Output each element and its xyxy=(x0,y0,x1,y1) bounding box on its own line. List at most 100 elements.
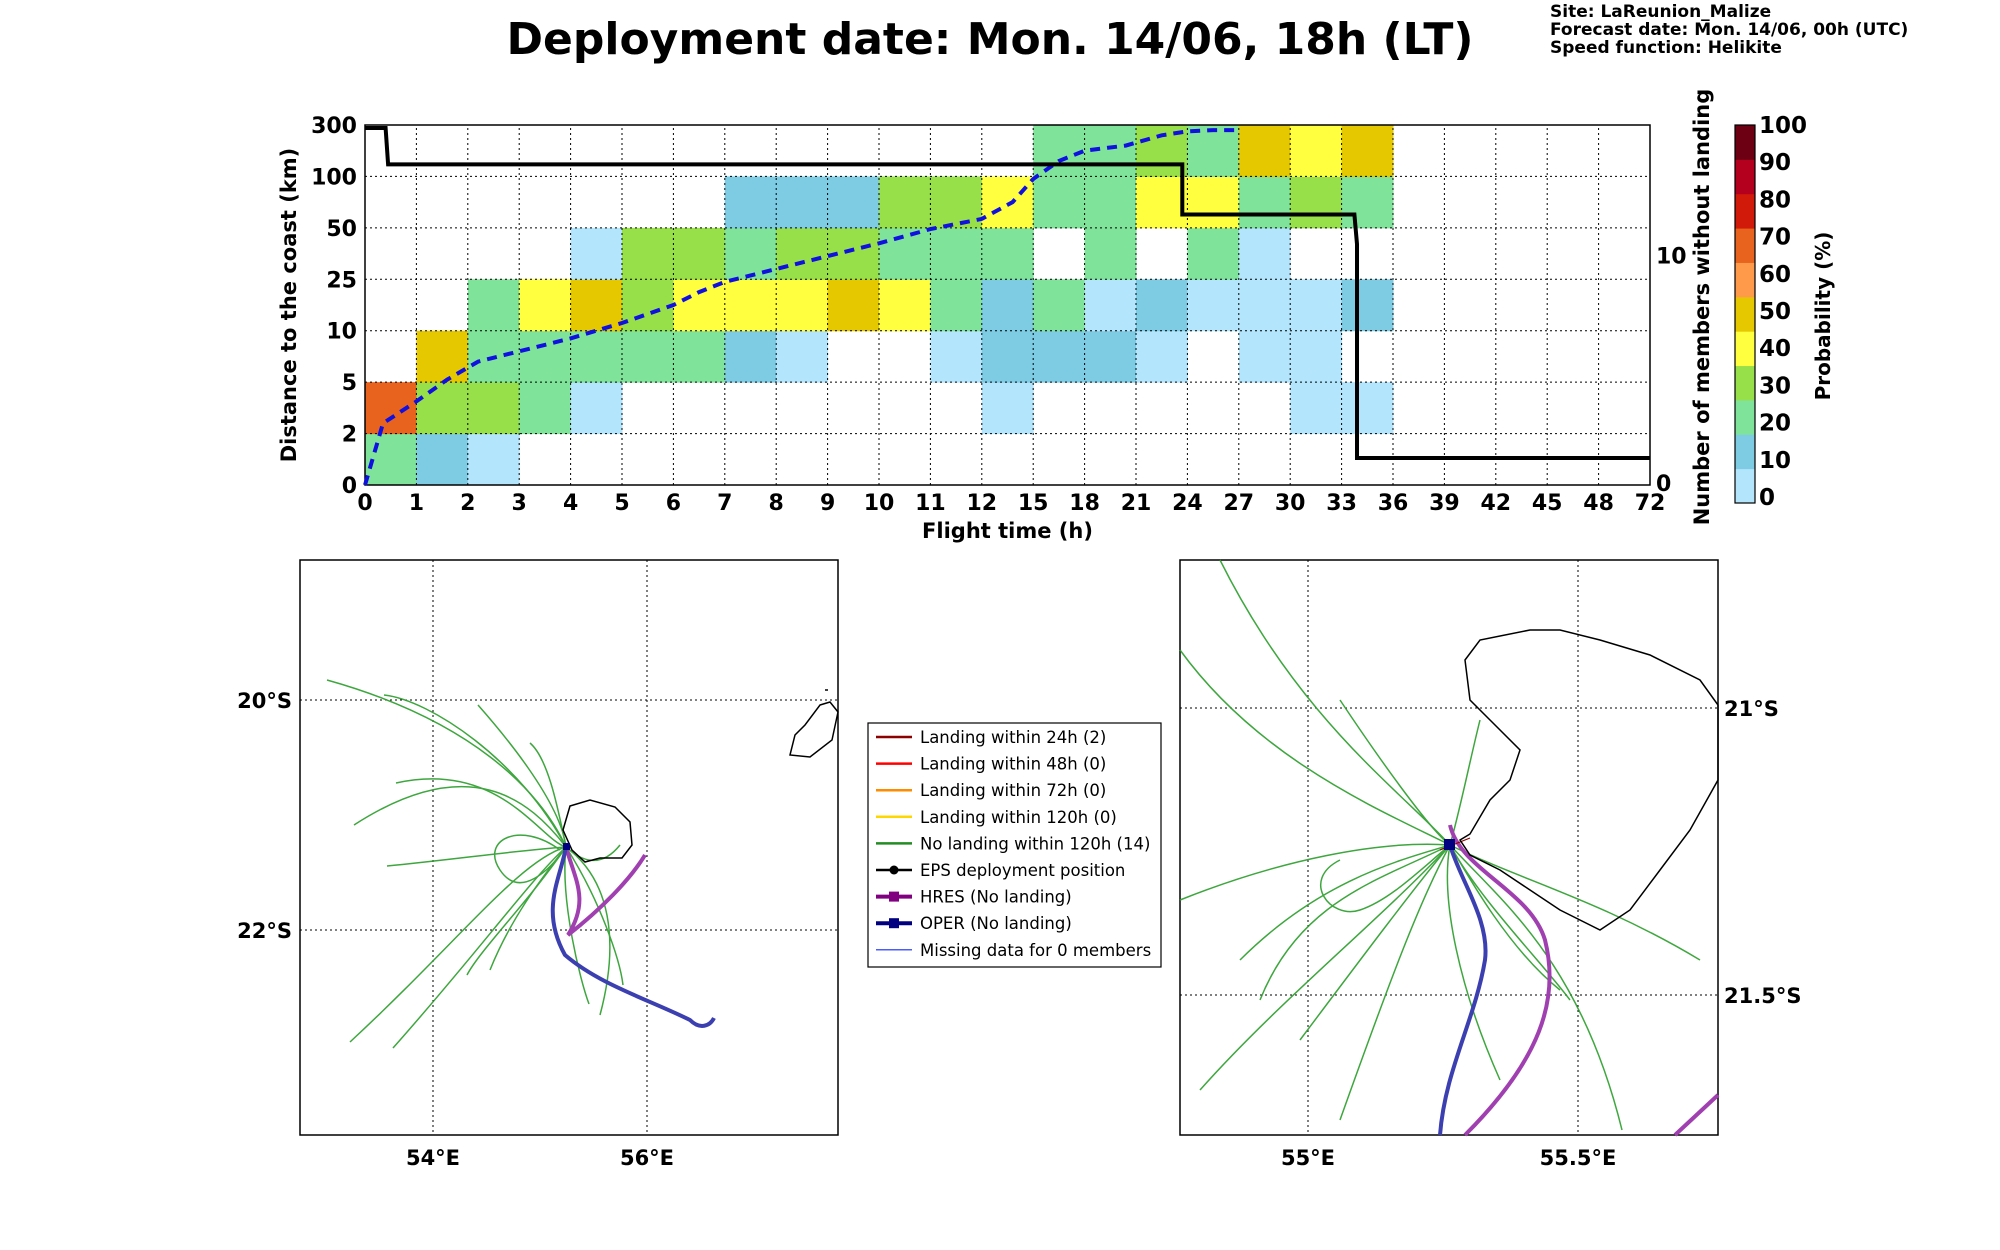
colorbar-tick-label: 70 xyxy=(1759,225,1791,251)
colorbar-segment xyxy=(1735,468,1755,504)
left-trajectory-map: 54°E 56°E 20°S 22°S xyxy=(237,559,839,1170)
heatmap-cell xyxy=(1238,330,1291,383)
legend-label: Missing data for 0 members xyxy=(920,941,1151,960)
heatmap-cell xyxy=(1341,382,1394,435)
x-tick-label: 18 xyxy=(1069,491,1100,516)
colorbar-segment xyxy=(1735,125,1755,160)
colorbar-segment xyxy=(1735,262,1755,298)
colorbar-tick-label: 60 xyxy=(1759,262,1791,288)
heatmap-cell xyxy=(1238,227,1291,280)
speed-function-label: Speed function: Helikite xyxy=(1550,38,1782,58)
x-tick-label: 45 xyxy=(1532,491,1563,516)
x-tick-label: 3 xyxy=(512,491,527,516)
x-tick-label: 36 xyxy=(1378,491,1409,516)
legend-label: Landing within 120h (0) xyxy=(920,808,1117,827)
heatmap-cell xyxy=(673,227,726,280)
latitude-label: 21.5°S xyxy=(1724,984,1801,1008)
colorbar-tick-label: 100 xyxy=(1759,113,1807,139)
legend-label: EPS deployment position xyxy=(920,861,1125,880)
legend-box xyxy=(867,722,1162,968)
heatmap-cell xyxy=(1290,125,1343,177)
heatmap-cell xyxy=(981,382,1034,435)
heatmap-cell xyxy=(622,279,674,332)
heatmap-cell xyxy=(467,279,520,332)
heatmap-cell xyxy=(1187,176,1240,229)
heatmap-cell xyxy=(673,279,726,332)
heatmap-cell xyxy=(930,330,983,383)
heatmap-cell xyxy=(1187,125,1240,177)
heatmap-cell xyxy=(1084,176,1137,229)
right-trajectory-map: 55°E 55.5°E 21°S 21.5°S xyxy=(1179,559,1801,1170)
members-without-landing-line xyxy=(365,126,1650,460)
legend-marker xyxy=(889,891,899,902)
heatmap-cell xyxy=(1238,176,1291,229)
x-tick-label: 39 xyxy=(1429,491,1460,516)
heatmap-cell xyxy=(879,176,931,229)
heatmap-cell xyxy=(416,330,469,383)
x-tick-label: 10 xyxy=(864,491,895,516)
y-tick-label: 50 xyxy=(326,217,357,242)
colorbar-tick-label: 40 xyxy=(1759,336,1791,362)
heatmap-cell xyxy=(1033,330,1086,383)
x-tick-label: 72 xyxy=(1635,491,1666,516)
heatmap-cell xyxy=(1290,382,1343,435)
heatmap-cell xyxy=(1136,176,1188,229)
y2-tick-label: 0 xyxy=(1656,472,1671,497)
heatmap-cell xyxy=(776,279,829,332)
x-tick-label: 1 xyxy=(409,491,424,516)
heatmap-cell xyxy=(416,433,469,486)
heatmap-cell xyxy=(776,227,829,280)
heatmap-cell xyxy=(519,330,572,383)
heatmap-cell xyxy=(724,176,777,229)
y-tick-label: 2 xyxy=(342,423,357,448)
page-title: Deployment date: Mon. 14/06, 18h (LT) xyxy=(506,14,1474,65)
x-tick-label: 12 xyxy=(966,491,997,516)
colorbar-segment xyxy=(1735,159,1755,195)
heatmap-cell xyxy=(724,330,777,383)
x-tick-label: 24 xyxy=(1172,491,1203,516)
x-tick-label: 2 xyxy=(460,491,475,516)
heatmap-cell xyxy=(1084,227,1137,280)
heatmap-cell xyxy=(1290,279,1343,332)
x-tick-label: 33 xyxy=(1326,491,1357,516)
heatmap-cell xyxy=(1084,279,1137,332)
x-tick-label: 9 xyxy=(820,491,835,516)
x-tick-label: 15 xyxy=(1018,491,1049,516)
heatmap-cell xyxy=(1290,176,1343,229)
heatmap-cell xyxy=(1033,176,1086,229)
heatmap-cell xyxy=(1136,279,1188,332)
heatmap-cell xyxy=(827,176,880,229)
y-tick-label: 100 xyxy=(311,165,357,190)
legend-label: HRES (No landing) xyxy=(920,888,1072,907)
colorbar-segment xyxy=(1735,193,1755,229)
colorbar-segment xyxy=(1735,228,1755,263)
median-distance-line xyxy=(363,128,1239,486)
x-tick-label: 5 xyxy=(614,491,629,516)
trajectory-legend: Landing within 24h (2) Landing within 48h… xyxy=(867,722,1162,968)
heatmap-cell xyxy=(467,433,520,486)
x-tick-label: 7 xyxy=(717,491,732,516)
heatmap-cell xyxy=(879,227,931,280)
colorbar-tick-label: 30 xyxy=(1759,373,1791,399)
colorbar-label: Probability (%) xyxy=(1811,232,1835,401)
heatmap-cell xyxy=(519,279,572,332)
heatmap-cell xyxy=(930,176,983,229)
heatmap-cell xyxy=(930,279,983,332)
heatmap-cell xyxy=(981,227,1034,280)
colorbar-tick-label: 90 xyxy=(1759,150,1791,176)
heatmap-cell xyxy=(519,382,572,435)
heatmap-cell xyxy=(1033,279,1086,332)
heatmap-cell xyxy=(467,382,520,435)
y-tick-label: 25 xyxy=(326,268,357,293)
latitude-label: 21°S xyxy=(1724,697,1779,721)
heatmap-axes: 0 1 2 3 4 5 6 7 8 9 10 11 12 15 18 21 24 27 30 33 36 39 42 45 48… xyxy=(277,89,1714,543)
heatmap-cell xyxy=(1341,176,1394,229)
y-tick-label: 5 xyxy=(342,371,357,396)
heatmap-cell xyxy=(776,330,829,383)
longitude-label: 54°E xyxy=(406,1146,460,1170)
legend-label: Landing within 72h (0) xyxy=(920,781,1106,800)
x-tick-label: 27 xyxy=(1223,491,1254,516)
x-tick-label: 11 xyxy=(915,491,946,516)
heatmap-cell xyxy=(1238,125,1291,177)
x-tick-label: 42 xyxy=(1480,491,1511,516)
